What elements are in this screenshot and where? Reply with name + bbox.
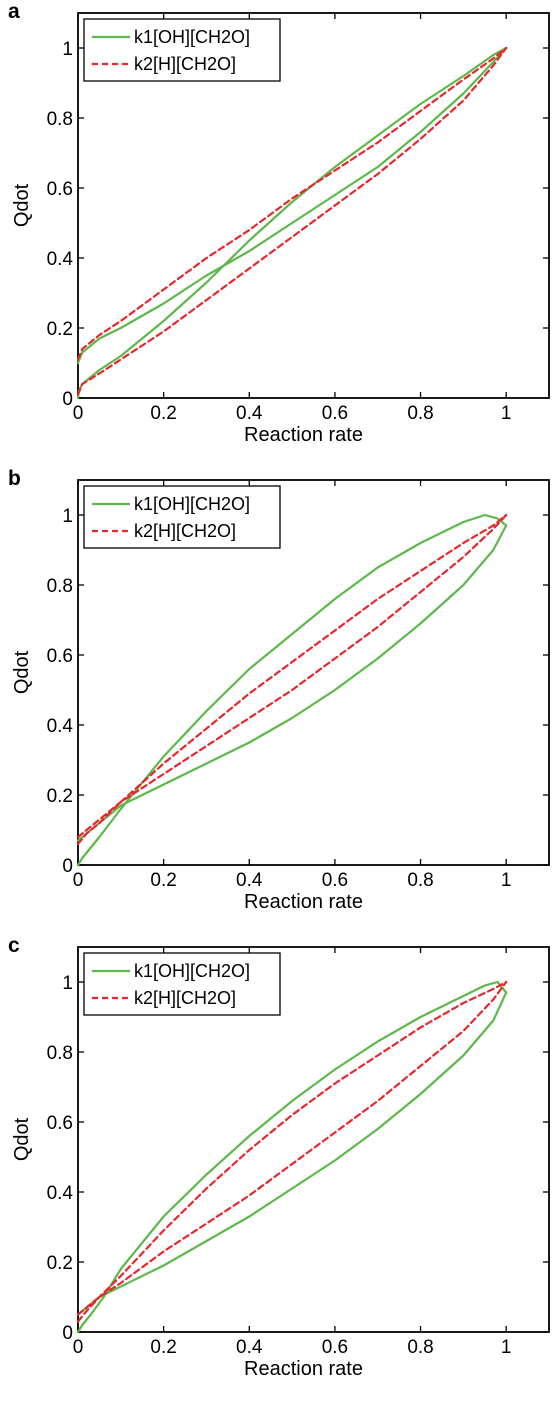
y-tick-label: 0.8 bbox=[47, 109, 73, 130]
y-tick-label: 0.8 bbox=[47, 576, 73, 597]
y-tick-label: 0.6 bbox=[47, 646, 73, 667]
x-tick-label: 1 bbox=[501, 1337, 512, 1358]
chart-a-svg: 0 0.2 0.4 0.6 0.8 1 0 0.2 0.4 0.6 0.8 1 Reaction rat… bbox=[11, 12, 550, 446]
x-tick-label: 0 bbox=[73, 1337, 84, 1358]
series-line-2 bbox=[76, 513, 508, 839]
legend-label-2: k2[H][CH2O] bbox=[134, 988, 236, 1008]
legend-label-1: k1[OH][CH2O] bbox=[134, 961, 250, 981]
x-tick-label: 0.6 bbox=[322, 1337, 348, 1358]
x-tick-label: 0.8 bbox=[407, 1337, 433, 1358]
x-tick-label: 0.4 bbox=[236, 403, 263, 424]
y-tick-label: 0.4 bbox=[47, 716, 74, 737]
legend-box bbox=[83, 952, 281, 1016]
x-tick-label: 0.2 bbox=[150, 403, 176, 424]
panel-label: c bbox=[8, 934, 20, 957]
x-axis-title: Reaction rate bbox=[244, 424, 363, 446]
plot-frame bbox=[77, 12, 550, 399]
y-tick-label: 0.4 bbox=[47, 1183, 74, 1204]
x-axis-title: Reaction rate bbox=[244, 891, 363, 913]
plot-frame bbox=[77, 946, 550, 1333]
y-tick-label: 0.4 bbox=[47, 249, 74, 270]
x-axis-title: Reaction rate bbox=[244, 1358, 363, 1380]
x-tick-label: 1 bbox=[501, 870, 512, 891]
x-tick-label: 0.2 bbox=[150, 1337, 176, 1358]
y-tick-label: 0.2 bbox=[47, 1253, 73, 1274]
legend-label-1: k1[OH][CH2O] bbox=[134, 27, 250, 47]
series-line-2 bbox=[76, 980, 508, 1316]
y-tick-label: 0.2 bbox=[47, 786, 73, 807]
x-tick-label: 0 bbox=[73, 870, 84, 891]
plot-frame bbox=[77, 479, 550, 866]
panel-label: b bbox=[8, 467, 21, 490]
y-axis-title: Qdot bbox=[11, 650, 33, 694]
chart-b-svg: 0 0.2 0.4 0.6 0.8 1 0 0.2 0.4 0.6 0.8 1 Reaction rat… bbox=[11, 479, 550, 913]
panel-a: a 0 0.2 0.4 0.6 0.8 1 0 0.2 0.4 0.6 0.8 1 Reaction r… bbox=[0, 0, 553, 467]
series-line-2 bbox=[76, 46, 508, 361]
y-tick-label: 1 bbox=[62, 39, 73, 60]
series-line-2 bbox=[76, 513, 508, 846]
legend-label-1: k1[OH][CH2O] bbox=[134, 494, 250, 514]
y-tick-label: 0 bbox=[62, 389, 73, 410]
x-tick-label: 0.8 bbox=[407, 870, 433, 891]
x-tick-label: 0.8 bbox=[407, 403, 433, 424]
legend-box bbox=[83, 18, 281, 82]
y-axis-title: Qdot bbox=[11, 183, 33, 227]
y-tick-label: 1 bbox=[62, 506, 73, 527]
x-tick-label: 1 bbox=[501, 403, 512, 424]
series-line-1 bbox=[76, 513, 508, 867]
y-tick-label: 0.6 bbox=[47, 1113, 73, 1134]
series-line-1 bbox=[76, 524, 508, 842]
panel-b: b 0 0.2 0.4 0.6 0.8 1 0 0.2 0.4 0.6 0.8 1 Reaction r… bbox=[0, 467, 553, 934]
series-line-1 bbox=[76, 46, 508, 400]
y-tick-label: 0 bbox=[62, 856, 73, 877]
y-tick-label: 0.2 bbox=[47, 319, 73, 340]
y-tick-label: 0 bbox=[62, 1323, 73, 1344]
chart-c-svg: 0 0.2 0.4 0.6 0.8 1 0 0.2 0.4 0.6 0.8 1 Reaction rat… bbox=[11, 946, 550, 1380]
x-tick-label: 0.4 bbox=[236, 870, 263, 891]
series-line-2 bbox=[76, 980, 508, 1323]
panel-c: c 0 0.2 0.4 0.6 0.8 1 0 0.2 0.4 0.6 0.8 1 Reaction r… bbox=[0, 934, 553, 1401]
series-line-1 bbox=[76, 980, 508, 1334]
y-tick-label: 1 bbox=[62, 973, 73, 994]
legend-label-2: k2[H][CH2O] bbox=[134, 521, 236, 541]
x-tick-label: 0.6 bbox=[322, 870, 348, 891]
series-line-1 bbox=[76, 46, 508, 365]
panel-label: a bbox=[8, 0, 20, 23]
legend-box bbox=[83, 485, 281, 549]
x-tick-label: 0 bbox=[73, 403, 84, 424]
x-tick-label: 0.2 bbox=[150, 870, 176, 891]
y-axis-title: Qdot bbox=[11, 1117, 33, 1161]
y-tick-label: 0.6 bbox=[47, 179, 73, 200]
x-tick-label: 0.6 bbox=[322, 403, 348, 424]
series-line-2 bbox=[76, 46, 508, 396]
y-tick-label: 0.8 bbox=[47, 1043, 73, 1064]
x-tick-label: 0.4 bbox=[236, 1337, 263, 1358]
legend-label-2: k2[H][CH2O] bbox=[134, 54, 236, 74]
